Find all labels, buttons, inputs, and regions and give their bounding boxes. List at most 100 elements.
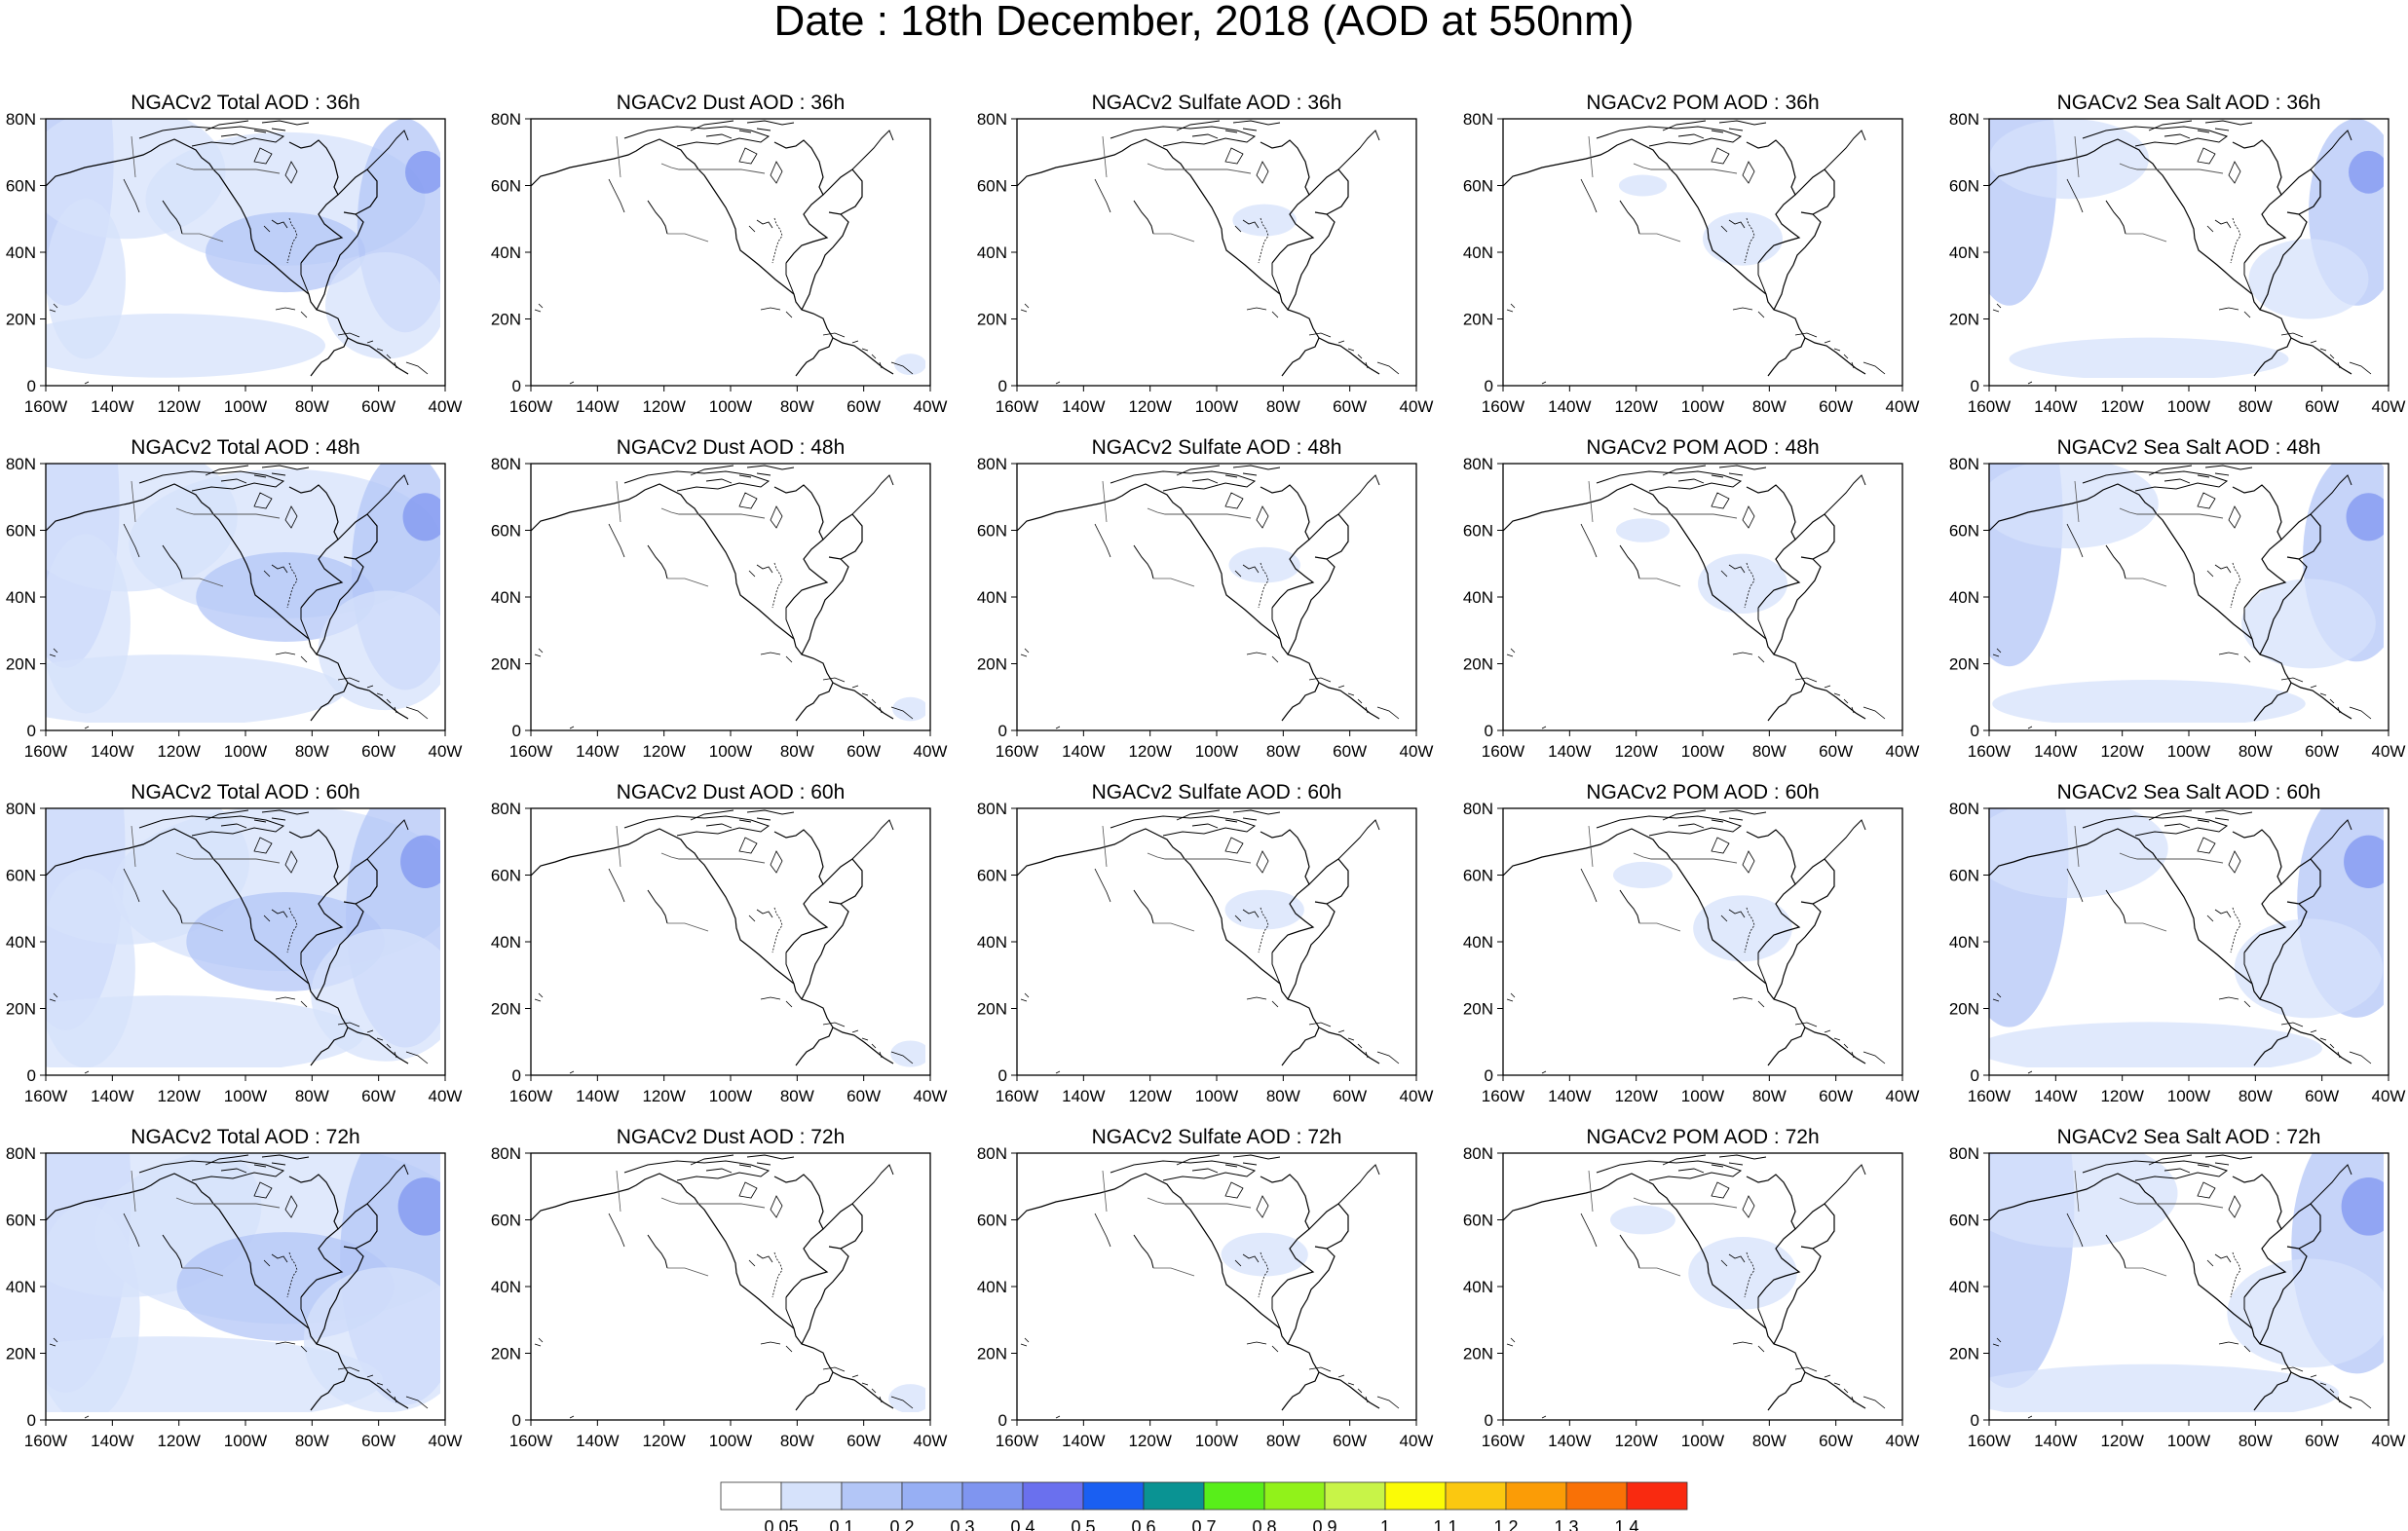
lon-tick-label: 120W	[2100, 1087, 2143, 1105]
aod-field	[892, 696, 925, 722]
lon-tick-label: 60W	[361, 742, 395, 761]
map-panel-dust-r4: NGACv2 Dust AOD : 72h 80N 60N 40N 20N 0 160W 14…	[491, 1126, 948, 1450]
colorbar-label: 0.3	[950, 1517, 974, 1531]
lon-tick-label: 140W	[576, 1087, 619, 1105]
lat-tick-label: 80N	[1463, 800, 1493, 818]
colorbar-swatch	[1082, 1481, 1145, 1511]
aod-field	[1221, 1232, 1308, 1277]
aod-field	[46, 1153, 440, 1412]
map-panel-sulfate-r2: NGACv2 Sulfate AOD : 48h 80N 60N 40N 20N 0 160…	[977, 436, 1434, 761]
lat-tick-label: 80N	[1949, 1144, 1979, 1163]
map-panel-seasalt-r1: NGACv2 Sea Salt AOD : 36h 80N 60N 40N 20N 0 16…	[1949, 92, 2406, 416]
lat-tick-label: 40N	[977, 588, 1007, 607]
lon-tick-label: 140W	[91, 397, 133, 416]
lon-tick-label: 140W	[1062, 1087, 1105, 1105]
lat-tick-label: 20N	[1463, 1000, 1493, 1019]
lat-tick-label: 20N	[6, 655, 36, 674]
lon-tick-label: 80W	[1266, 397, 1300, 416]
lat-tick-label: 20N	[1949, 1000, 1979, 1019]
lat-tick-label: 80N	[491, 455, 521, 473]
lat-tick-label: 0	[512, 722, 521, 740]
aod-field	[1228, 546, 1300, 583]
aod-field	[1224, 889, 1304, 930]
colorbar-swatch	[780, 1481, 843, 1511]
lat-tick-label: 20N	[1949, 311, 1979, 329]
colorbar-swatch	[1263, 1481, 1326, 1511]
lon-tick-label: 40W	[429, 1432, 463, 1450]
lat-tick-label: 80N	[6, 455, 36, 473]
lat-tick-label: 0	[1485, 1066, 1493, 1085]
lat-tick-label: 40N	[977, 1278, 1007, 1296]
lon-tick-label: 40W	[2372, 397, 2406, 416]
panel-title: NGACv2 POM AOD : 48h	[1586, 436, 1819, 459]
lat-tick-label: 20N	[1463, 655, 1493, 674]
map-panel-dust-r1: NGACv2 Dust AOD : 36h 80N 60N 40N 20N 0 160W 14…	[491, 92, 948, 416]
lon-tick-label: 160W	[1968, 1432, 2011, 1450]
map-panel-pom-r4: NGACv2 POM AOD : 72h 80N 60N 40N 20N 0 160W 140…	[1463, 1126, 1920, 1450]
panel-title: NGACv2 POM AOD : 72h	[1586, 1126, 1819, 1148]
lat-tick-label: 80N	[491, 800, 521, 818]
lat-tick-label: 60N	[1463, 177, 1493, 196]
lat-tick-label: 60N	[6, 177, 36, 196]
lon-tick-label: 120W	[2100, 1432, 2143, 1450]
lon-tick-label: 160W	[1482, 1432, 1524, 1450]
panel-title: NGACv2 Sea Salt AOD : 72h	[2057, 1126, 2321, 1148]
lon-tick-label: 120W	[157, 742, 200, 761]
lat-tick-label: 80N	[977, 1144, 1007, 1163]
lon-tick-label: 100W	[224, 1432, 267, 1450]
lon-tick-label: 120W	[157, 1432, 200, 1450]
panel-title: NGACv2 Sea Salt AOD : 60h	[2057, 781, 2321, 803]
lat-tick-label: 40N	[1463, 243, 1493, 262]
lat-tick-label: 20N	[6, 1345, 36, 1363]
lon-tick-label: 40W	[2372, 1087, 2406, 1105]
lon-tick-label: 100W	[2167, 742, 2210, 761]
lat-tick-label: 20N	[1949, 655, 1979, 674]
figure-title: Date : 18th December, 2018 (AOD at 550nm…	[773, 0, 1635, 45]
lon-tick-label: 160W	[24, 742, 67, 761]
colorbar-label: 1	[1380, 1517, 1390, 1531]
lon-tick-label: 80W	[2239, 397, 2273, 416]
lat-tick-label: 60N	[1949, 522, 1979, 541]
lon-tick-label: 60W	[1333, 397, 1367, 416]
lat-tick-label: 40N	[6, 933, 36, 952]
lat-tick-label: 20N	[977, 311, 1007, 329]
lat-tick-label: 80N	[1949, 800, 1979, 818]
lon-tick-label: 140W	[1062, 742, 1105, 761]
panel-title: NGACv2 Dust AOD : 72h	[617, 1126, 846, 1148]
lon-tick-label: 60W	[361, 1432, 395, 1450]
lon-tick-label: 60W	[2305, 742, 2339, 761]
lon-tick-label: 160W	[1968, 742, 2011, 761]
colorbar-swatch	[1203, 1481, 1265, 1511]
lon-tick-label: 100W	[709, 397, 752, 416]
colorbar-swatch	[901, 1481, 963, 1511]
lon-tick-label: 100W	[224, 397, 267, 416]
lon-tick-label: 140W	[2034, 397, 2077, 416]
lon-tick-label: 140W	[91, 742, 133, 761]
lat-tick-label: 80N	[977, 110, 1007, 129]
lon-tick-label: 100W	[1681, 397, 1724, 416]
colorbar-swatch	[1505, 1481, 1567, 1511]
lon-tick-label: 80W	[1752, 742, 1787, 761]
lat-tick-label: 0	[998, 377, 1007, 395]
lat-tick-label: 20N	[977, 1000, 1007, 1019]
lon-tick-label: 160W	[24, 397, 67, 416]
colorbar-label: 0.9	[1312, 1517, 1336, 1531]
aod-field	[1618, 174, 1783, 266]
lon-tick-label: 40W	[1400, 1087, 1434, 1105]
lon-tick-label: 160W	[1482, 1087, 1524, 1105]
lon-tick-label: 120W	[642, 397, 685, 416]
aod-field	[46, 464, 440, 723]
panel-title: NGACv2 Sea Salt AOD : 36h	[2057, 92, 2321, 114]
lon-tick-label: 80W	[2239, 1087, 2273, 1105]
colorbar-swatch	[961, 1481, 1024, 1511]
colorbar-swatch	[1324, 1481, 1386, 1511]
panel-title: NGACv2 Sulfate AOD : 60h	[1092, 781, 1342, 803]
lat-tick-label: 60N	[1463, 522, 1493, 541]
lon-tick-label: 40W	[1400, 742, 1434, 761]
lat-tick-label: 60N	[491, 1212, 521, 1230]
lon-tick-label: 60W	[847, 397, 881, 416]
map-panel-seasalt-r3: NGACv2 Sea Salt AOD : 60h 80N 60N 40N 20N 0 16…	[1949, 781, 2406, 1105]
lat-tick-label: 60N	[491, 177, 521, 196]
lon-tick-label: 120W	[1614, 397, 1657, 416]
lat-tick-label: 80N	[1949, 455, 1979, 473]
